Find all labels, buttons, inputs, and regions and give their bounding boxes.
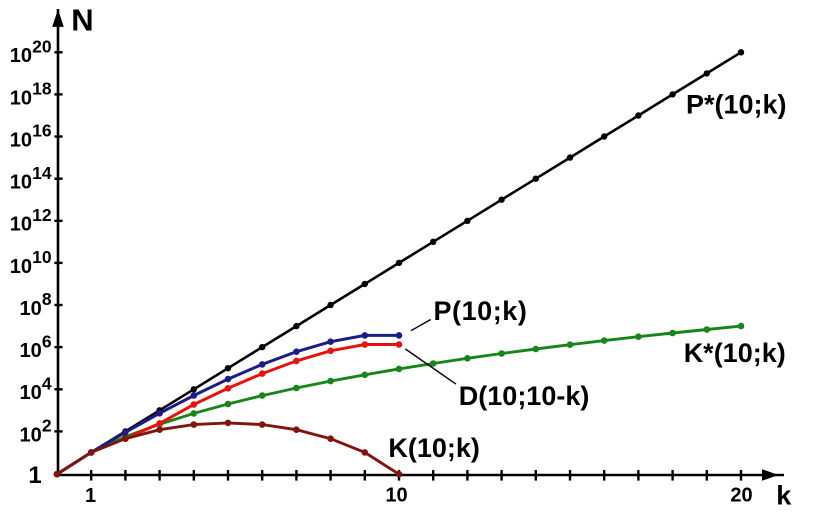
svg-text:10: 10 — [10, 87, 32, 109]
svg-text:P(10;k): P(10;k) — [434, 296, 528, 326]
svg-text:16: 16 — [32, 121, 52, 141]
svg-text:10: 10 — [10, 129, 32, 151]
svg-text:20: 20 — [32, 37, 52, 57]
svg-text:10: 10 — [10, 45, 32, 67]
svg-text:18: 18 — [32, 79, 52, 99]
svg-text:K(10;k): K(10;k) — [388, 433, 480, 463]
svg-text:10: 10 — [10, 256, 32, 278]
svg-text:12: 12 — [32, 205, 52, 225]
svg-text:10: 10 — [10, 172, 32, 194]
svg-text:P*(10;k): P*(10;k) — [686, 89, 787, 119]
svg-text:10: 10 — [32, 247, 52, 267]
svg-text:1: 1 — [85, 485, 96, 507]
svg-text:20: 20 — [730, 485, 752, 507]
svg-text:14: 14 — [32, 163, 52, 183]
svg-text:D(10;10-k): D(10;10-k) — [459, 381, 590, 411]
svg-text:6: 6 — [42, 331, 52, 351]
svg-text:10: 10 — [385, 485, 407, 507]
svg-text:4: 4 — [42, 374, 52, 394]
svg-text:k: k — [776, 481, 792, 511]
svg-text:10: 10 — [10, 214, 32, 236]
svg-text:10: 10 — [20, 424, 42, 446]
svg-text:10: 10 — [20, 298, 42, 320]
svg-text:10: 10 — [20, 382, 42, 404]
svg-text:8: 8 — [42, 289, 52, 309]
svg-text:K*(10;k): K*(10;k) — [684, 338, 786, 368]
svg-text:N: N — [71, 2, 93, 37]
svg-text:2: 2 — [42, 416, 52, 436]
svg-text:10: 10 — [20, 340, 42, 362]
svg-text:1: 1 — [28, 462, 41, 489]
